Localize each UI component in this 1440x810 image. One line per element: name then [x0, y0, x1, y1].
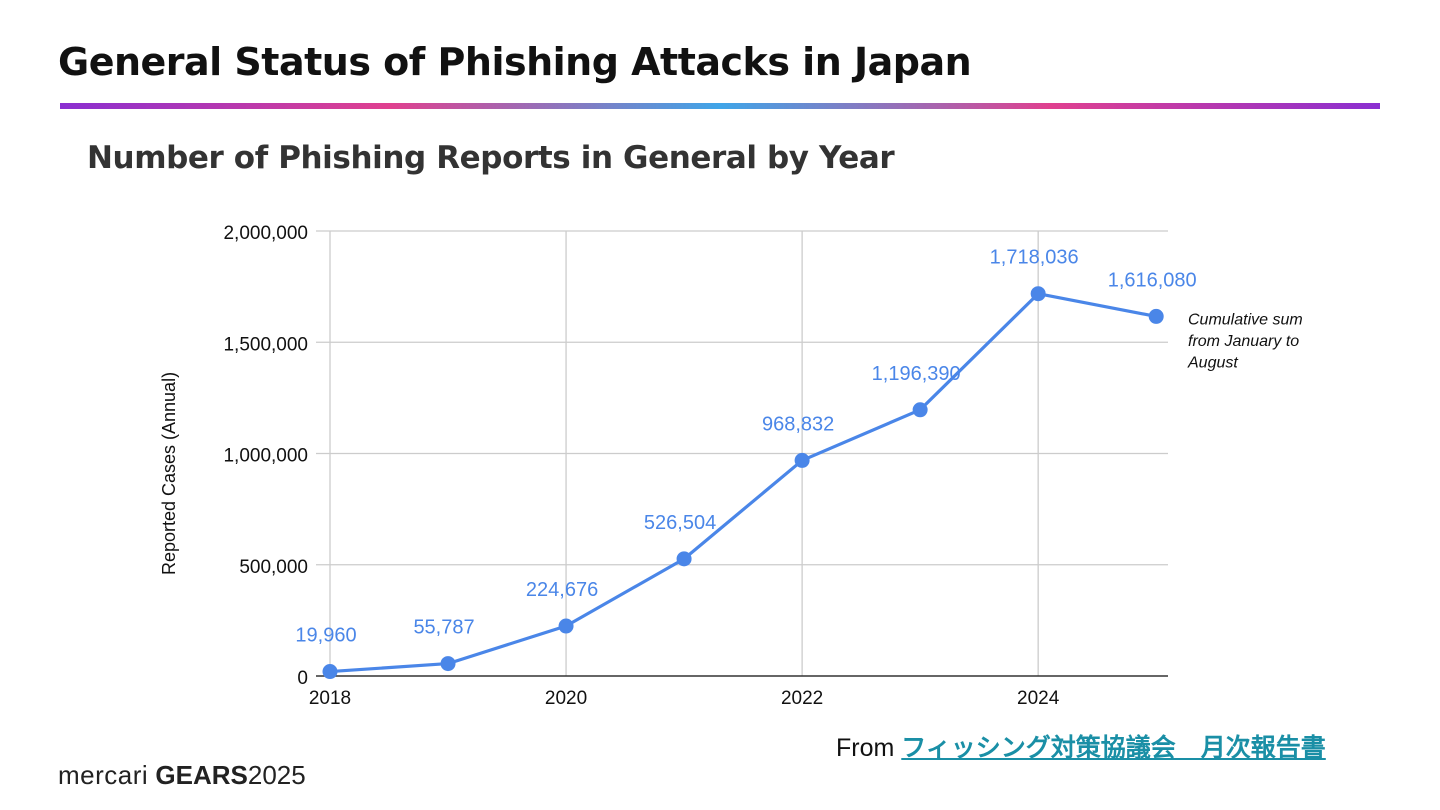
- source-link[interactable]: フィッシング対策協議会 月次報告書: [901, 734, 1326, 762]
- data-point: [1030, 286, 1046, 302]
- data-point: [322, 664, 338, 680]
- data-label: 19,960: [295, 625, 356, 647]
- y-tick-label: 500,000: [239, 557, 308, 578]
- chart-heading: Number of Phishing Reports in General by…: [87, 140, 895, 176]
- annotation-line: from January to: [1188, 333, 1299, 350]
- annotation-line: Cumulative sum: [1188, 311, 1303, 328]
- data-point: [676, 551, 692, 567]
- data-label: 1,616,080: [1108, 269, 1197, 291]
- data-point: [558, 618, 574, 634]
- page-title: General Status of Phishing Attacks in Ja…: [58, 40, 972, 84]
- title-gradient-rule: [60, 103, 1380, 109]
- y-tick-label: 0: [297, 668, 308, 689]
- x-tick-label: 2020: [545, 688, 587, 709]
- y-axis-label: Reported Cases (Annual): [159, 372, 179, 575]
- data-label: 55,787: [413, 617, 474, 639]
- x-tick-label: 2022: [781, 688, 823, 709]
- data-label: 526,504: [644, 512, 716, 534]
- source-note: From フィッシング対策協議会 月次報告書: [836, 728, 1326, 764]
- data-point: [794, 452, 810, 468]
- y-tick-label: 1,500,000: [223, 334, 308, 355]
- y-tick-label: 2,000,000: [223, 223, 308, 244]
- brand-gears: GEARS: [155, 760, 248, 790]
- brand-year: 2025: [247, 760, 306, 790]
- data-label: 224,676: [526, 579, 598, 601]
- data-point: [912, 402, 928, 418]
- y-tick-label: 1,000,000: [223, 446, 308, 467]
- x-tick-label: 2018: [309, 688, 351, 709]
- x-tick-label: 2024: [1017, 688, 1060, 709]
- source-prefix: From: [836, 734, 902, 762]
- data-point: [1148, 308, 1164, 324]
- data-label: 968,832: [762, 413, 834, 435]
- annotation-line: August: [1187, 354, 1238, 371]
- brand-logo: mercari GEARS2025: [58, 760, 306, 791]
- data-label: 1,196,390: [872, 363, 961, 385]
- brand-mercari: mercari: [58, 760, 149, 790]
- data-label: 1,718,036: [990, 247, 1079, 269]
- data-point: [440, 656, 456, 672]
- series-line: [329, 292, 1157, 674]
